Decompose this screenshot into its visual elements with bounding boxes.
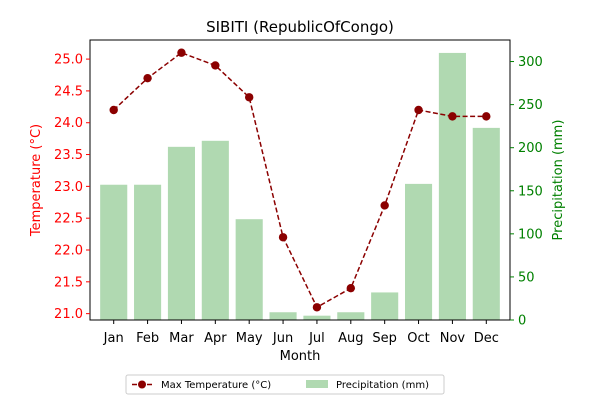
legend-bar-swatch: [306, 380, 328, 388]
precipitation-bars: [100, 52, 500, 321]
x-tick-label-nov: Nov: [440, 331, 466, 346]
left-tick-label: 25.0: [54, 53, 83, 68]
left-axis-title: Temperature (°C): [29, 124, 44, 237]
precip-bar-may: [235, 219, 263, 320]
x-tick-label-sep: Sep: [372, 331, 397, 346]
right-tick-label: 0: [518, 314, 526, 329]
right-axis-title: Precipitation (mm): [551, 120, 566, 241]
temperature-line: [109, 48, 491, 312]
legend-label-precipitation: Precipitation (mm): [336, 380, 429, 391]
x-tick-label-aug: Aug: [338, 331, 363, 346]
temperature-series-line: [113, 51, 487, 309]
precip-bar-mar: [167, 146, 195, 320]
left-tick-label: 23.5: [54, 148, 83, 163]
x-tick-label-apr: Apr: [204, 331, 227, 346]
axes: Jan Feb Mar Apr May Jun Jul Aug Sep Oct Nov Dec 21.0…: [54, 53, 543, 346]
temp-point-aug: [346, 283, 356, 293]
x-tick-label-oct: Oct: [407, 331, 429, 346]
x-axis-title: Month: [280, 349, 321, 364]
temp-point-nov: [448, 112, 457, 121]
precip-bar-sep: [371, 292, 399, 320]
left-tick-label: 22.0: [54, 244, 83, 259]
precip-bar-oct: [405, 183, 433, 320]
legend-label-temperature: Max Temperature (°C): [161, 380, 271, 391]
right-tick-label: 200: [518, 141, 543, 156]
right-tick-label: 250: [518, 98, 543, 113]
temp-point-jan: [109, 105, 118, 115]
x-tick-label-dec: Dec: [474, 331, 499, 346]
precip-bar-feb: [134, 184, 162, 320]
right-tick-label: 150: [518, 184, 543, 199]
left-tick-label: 21.0: [54, 307, 83, 322]
precip-bar-jun: [269, 312, 297, 320]
temp-point-jul: [312, 303, 322, 312]
legend: Max Temperature (°C) Precipitation (mm): [125, 374, 445, 395]
legend-marker-swatch: [138, 380, 146, 389]
temp-point-jun: [278, 233, 288, 242]
left-tick-label: 23.0: [54, 180, 83, 195]
precip-bar-nov: [438, 52, 466, 321]
left-tick-label: 22.5: [54, 212, 83, 227]
temp-point-sep: [380, 201, 389, 210]
left-tick-label: 24.0: [54, 116, 83, 131]
x-tick-label-may: May: [236, 331, 263, 346]
x-tick-label-jan: Jan: [103, 331, 124, 346]
temp-point-mar: [177, 48, 186, 57]
right-tick-label: 50: [518, 270, 535, 285]
x-tick-label-jun: Jun: [272, 331, 293, 346]
plot-frame: [89, 39, 511, 321]
x-tick-label-feb: Feb: [136, 331, 159, 346]
legend-box: [125, 374, 445, 395]
temp-point-may: [244, 93, 254, 102]
precip-bar-apr: [201, 140, 229, 320]
temp-point-feb: [143, 73, 152, 83]
temp-point-dec: [482, 112, 491, 121]
left-tick-label: 21.5: [54, 275, 83, 290]
x-tick-label-jul: Jul: [308, 331, 325, 346]
temp-point-oct: [414, 105, 423, 115]
precip-bar-jul: [303, 315, 331, 320]
temp-point-apr: [211, 61, 220, 70]
precip-bar-jan: [100, 184, 128, 320]
precip-bar-aug: [337, 312, 365, 320]
x-tick-label-mar: Mar: [169, 331, 194, 346]
right-tick-label: 100: [518, 227, 543, 242]
chart-title: SIBITI (RepublicOfCongo): [206, 18, 394, 36]
precip-bar-dec: [472, 127, 500, 320]
left-tick-label: 24.5: [54, 84, 83, 99]
right-tick-label: 300: [518, 55, 543, 70]
